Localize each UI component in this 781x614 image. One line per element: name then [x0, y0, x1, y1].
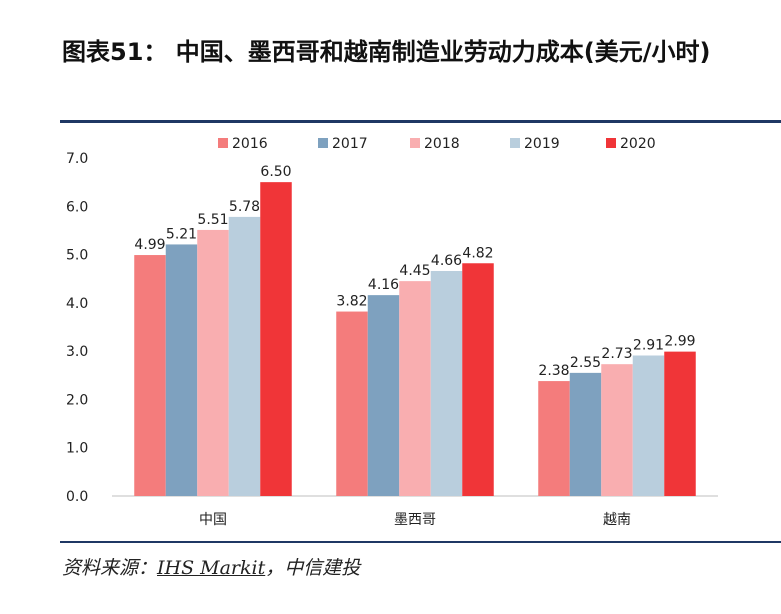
data-label-2019-0: 5.78: [229, 199, 260, 215]
y-tick-label-2: 2.0: [66, 392, 88, 408]
bar-2019-0: [228, 216, 261, 496]
legend-label-2020: 2020: [620, 136, 656, 152]
bar-2016-2: [538, 381, 570, 496]
data-label-2017-0: 5.21: [166, 226, 197, 242]
bar-2016-0: [134, 255, 166, 496]
y-tick-label-6: 6.0: [66, 199, 88, 215]
legend-swatch-2020: [606, 138, 616, 148]
data-label-2020-1: 4.82: [462, 245, 493, 261]
data-label-2017-2: 2.55: [570, 355, 601, 371]
legend-label-2016: 2016: [232, 136, 268, 152]
bar-2020-2: [664, 351, 696, 496]
data-label-2019-1: 4.66: [431, 253, 462, 269]
legend-label-2019: 2019: [524, 136, 560, 152]
y-tick-label-3: 3.0: [66, 344, 88, 360]
data-label-2016-1: 3.82: [336, 294, 367, 310]
legend-swatch-2018: [410, 138, 420, 148]
legend-label-2018: 2018: [424, 136, 460, 152]
y-tick-label-4: 4.0: [66, 296, 88, 312]
source-divider: [60, 541, 781, 543]
bar-2017-2: [569, 372, 602, 496]
chart-title: 图表51： 中国、墨西哥和越南制造业劳动力成本(美元/小时): [62, 38, 711, 66]
y-tick-label-0: 0.0: [66, 489, 88, 505]
data-label-2017-1: 4.16: [368, 277, 399, 293]
data-label-2016-0: 4.99: [134, 237, 165, 253]
data-label-2016-2: 2.38: [538, 363, 569, 379]
x-category-label-2: 越南: [603, 512, 631, 528]
bar-2020-0: [260, 182, 292, 496]
y-tick-label-1: 1.0: [66, 441, 88, 457]
title-divider: [60, 120, 781, 123]
data-label-2018-0: 5.51: [197, 212, 228, 228]
bar-2019-2: [632, 355, 665, 496]
bar-2018-0: [197, 229, 229, 496]
source-ihs-markit: IHS Markit: [157, 557, 266, 579]
y-tick-label-7: 7.0: [66, 151, 88, 167]
data-label-2018-1: 4.45: [399, 263, 430, 279]
source-note: 资料来源：IHS Markit，中信建投: [62, 553, 360, 580]
data-label-2019-2: 2.91: [633, 337, 664, 353]
y-tick-label-5: 5.0: [66, 248, 88, 264]
data-label-2020-2: 2.99: [664, 334, 695, 350]
bar-2018-1: [399, 281, 431, 496]
data-label-2020-0: 6.50: [260, 164, 291, 180]
bar-2017-1: [367, 295, 400, 496]
bar-2016-1: [336, 311, 368, 496]
bar-2020-1: [462, 263, 494, 496]
source-prefix: 资料来源：: [62, 557, 158, 579]
legend-swatch-2016: [218, 138, 228, 148]
data-label-2018-2: 2.73: [601, 346, 632, 362]
bar-2017-0: [165, 244, 198, 496]
source-suffix: ，中信建投: [265, 557, 361, 579]
bar-2018-2: [601, 364, 633, 496]
legend-swatch-2017: [318, 138, 328, 148]
x-category-label-1: 墨西哥: [394, 512, 436, 528]
x-category-label-0: 中国: [199, 512, 227, 528]
legend-label-2017: 2017: [332, 136, 368, 152]
legend-swatch-2019: [510, 138, 520, 148]
bar-2019-1: [430, 270, 463, 496]
